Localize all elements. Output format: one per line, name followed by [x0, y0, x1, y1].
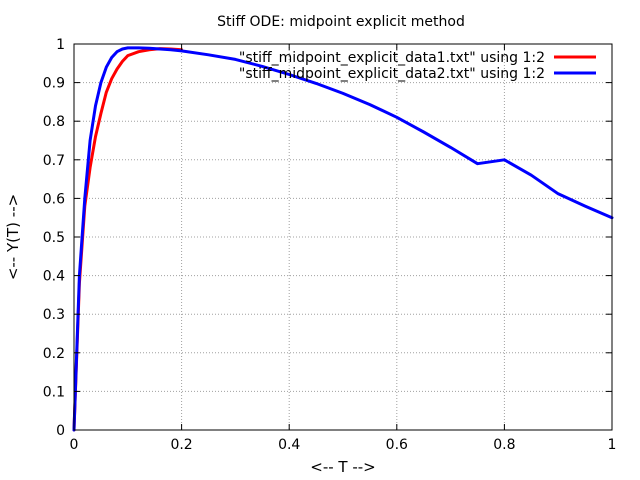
series-lines — [72, 46, 614, 432]
series-line-2 — [72, 46, 614, 432]
y-tick-label: 0.3 — [43, 307, 65, 323]
y-tick-label: 0.8 — [43, 114, 65, 130]
y-tick-label: 0.5 — [43, 230, 65, 246]
x-tick-label: 1 — [608, 437, 617, 453]
x-tick-label: 0.8 — [493, 437, 515, 453]
y-tick-label: 0 — [56, 423, 65, 439]
x-axis-label: <-- T --> — [310, 458, 376, 476]
x-tick-label: 0 — [70, 437, 79, 453]
y-axis-label: <-- Y(T) --> — [4, 194, 22, 280]
x-tick-label: 0.2 — [170, 437, 192, 453]
series-line-1 — [72, 47, 184, 432]
legend-label-2: "stiff_midpoint_explicit_data2.txt" usin… — [239, 66, 545, 82]
chart-title: Stiff ODE: midpoint explicit method — [217, 14, 465, 30]
y-tick-label: 1 — [56, 37, 65, 53]
plot-frame — [73, 43, 613, 431]
y-tick-label: 0.6 — [43, 191, 65, 207]
axis-ticks: 0 0.2 0.4 0.6 0.8 1 0 0.1 0.2 0.3 0.4 0.5 0.6 0.7 0.8 0… — [43, 37, 617, 453]
y-tick-label: 0.2 — [43, 346, 65, 362]
x-tick-label: 0.4 — [278, 437, 300, 453]
y-tick-label: 0.9 — [43, 76, 65, 92]
legend: "stiff_midpoint_explicit_data1.txt" usin… — [239, 50, 596, 82]
x-tick-label: 0.6 — [386, 437, 408, 453]
y-tick-label: 0.1 — [43, 384, 65, 400]
y-tick-label: 0.7 — [43, 153, 65, 169]
legend-label-1: "stiff_midpoint_explicit_data1.txt" usin… — [239, 50, 545, 66]
grid-lines — [74, 44, 612, 430]
y-tick-label: 0.4 — [43, 269, 65, 285]
